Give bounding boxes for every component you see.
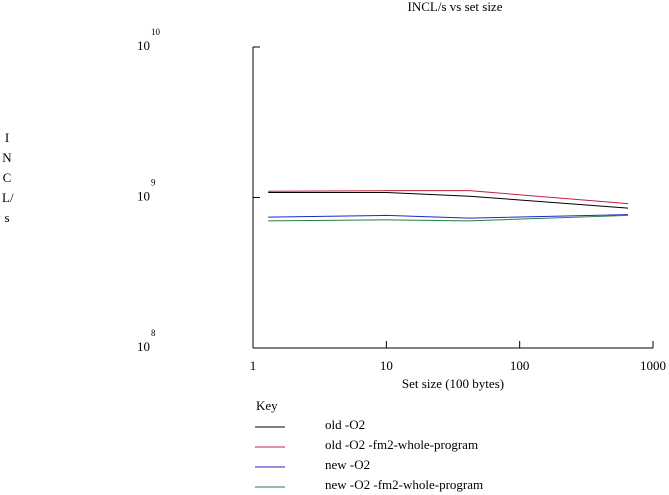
legend-title: Key bbox=[256, 398, 278, 413]
y-tick-label: 10 bbox=[137, 339, 150, 354]
series-line bbox=[268, 191, 629, 209]
legend-label: new -O2 bbox=[325, 457, 370, 472]
series-line bbox=[268, 214, 629, 222]
y-tick-exponent: 10 bbox=[151, 27, 161, 37]
x-tick-label: 10 bbox=[380, 358, 393, 373]
x-axis-label: Set size (100 bytes) bbox=[402, 376, 504, 391]
y-tick-exponent: 8 bbox=[151, 328, 156, 338]
legend-label: old -O2 -fm2-whole-program bbox=[325, 437, 478, 452]
x-tick-label: 100 bbox=[510, 358, 530, 373]
chart-title: INCL/s vs set size bbox=[408, 0, 503, 14]
x-tick-label: 1 bbox=[250, 358, 257, 373]
x-tick-label: 1000 bbox=[640, 358, 666, 373]
y-tick-exponent: 9 bbox=[151, 178, 156, 188]
y-tick-label: 10 bbox=[137, 188, 150, 203]
series-line bbox=[268, 190, 629, 205]
y-tick-label: 10 bbox=[137, 38, 150, 53]
y-axis-label: INCL/s bbox=[2, 130, 14, 225]
legend-label: old -O2 bbox=[325, 417, 365, 432]
series-line bbox=[268, 214, 629, 219]
legend-label: new -O2 -fm2-whole-program bbox=[325, 477, 483, 492]
